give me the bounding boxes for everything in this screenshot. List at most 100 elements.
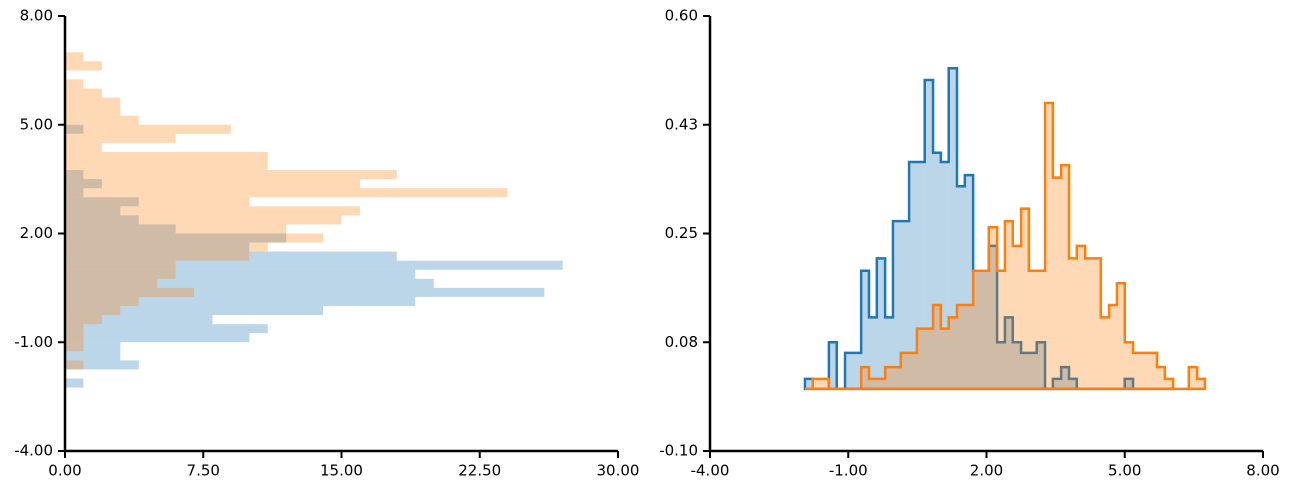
x-tick-label: -1.00 bbox=[829, 462, 868, 480]
bar bbox=[65, 215, 139, 225]
bar bbox=[940, 162, 949, 389]
y-tick-label: -4.00 bbox=[14, 442, 53, 460]
series bbox=[65, 52, 508, 370]
bar bbox=[65, 333, 250, 343]
bar bbox=[65, 269, 176, 279]
bar bbox=[1068, 258, 1077, 389]
bar bbox=[65, 333, 84, 343]
bar bbox=[876, 378, 886, 389]
x-tick-label: 8.00 bbox=[1246, 462, 1279, 480]
bar bbox=[65, 360, 139, 370]
bar bbox=[868, 378, 877, 389]
bar bbox=[1109, 304, 1117, 389]
bar bbox=[65, 342, 84, 352]
bar bbox=[65, 242, 268, 252]
bar bbox=[973, 270, 981, 389]
bar bbox=[892, 367, 901, 389]
bar bbox=[65, 351, 121, 361]
series bbox=[803, 66, 1174, 391]
bar bbox=[828, 342, 837, 389]
bar bbox=[900, 352, 910, 389]
y-tick-label: 8.00 bbox=[20, 7, 53, 25]
bar bbox=[1028, 352, 1037, 389]
bar bbox=[1036, 270, 1046, 389]
bar bbox=[1133, 352, 1141, 389]
bar bbox=[1197, 378, 1205, 389]
bar bbox=[900, 221, 910, 389]
bar bbox=[1052, 378, 1062, 389]
bar bbox=[65, 79, 84, 89]
bar bbox=[65, 224, 176, 234]
bar bbox=[65, 88, 102, 98]
bar bbox=[1076, 245, 1086, 389]
x-tick-label: 2.00 bbox=[970, 462, 1003, 480]
bar bbox=[861, 367, 869, 389]
bar bbox=[65, 179, 360, 189]
bar bbox=[65, 124, 231, 134]
bar bbox=[916, 328, 925, 389]
bar bbox=[997, 342, 1005, 389]
bar bbox=[1116, 283, 1125, 389]
series bbox=[65, 124, 563, 388]
bar bbox=[1012, 245, 1022, 389]
bar bbox=[65, 296, 139, 306]
bar bbox=[65, 287, 545, 297]
bar bbox=[65, 206, 360, 216]
bar bbox=[65, 251, 250, 261]
y-tick-label: 0.60 bbox=[665, 7, 698, 25]
bar bbox=[909, 352, 917, 389]
bar bbox=[65, 206, 121, 216]
bar bbox=[1021, 352, 1029, 389]
bar bbox=[1188, 367, 1198, 389]
bar bbox=[1164, 378, 1174, 389]
bar bbox=[964, 175, 974, 389]
bar bbox=[65, 342, 121, 352]
bar bbox=[65, 188, 84, 198]
bar bbox=[65, 215, 342, 225]
x-tick-label: 0.00 bbox=[48, 462, 81, 480]
subplot: -4.00 -1.00 2.00 5.00 8.00 -0.10 0.08 0.25 0.43 0… bbox=[659, 7, 1280, 480]
bar bbox=[65, 242, 250, 252]
bar bbox=[812, 378, 822, 389]
step-outline bbox=[804, 101, 1207, 391]
bar bbox=[1100, 317, 1110, 389]
bar bbox=[65, 278, 434, 288]
bar bbox=[885, 367, 893, 389]
bar bbox=[1045, 103, 1053, 389]
bar bbox=[1068, 378, 1077, 389]
bar bbox=[65, 52, 84, 62]
bar bbox=[845, 352, 853, 389]
bar bbox=[876, 258, 886, 389]
bar bbox=[65, 197, 139, 207]
bar bbox=[957, 186, 965, 389]
series bbox=[804, 101, 1207, 391]
bar bbox=[973, 270, 981, 389]
x-tick-label: -4.00 bbox=[691, 462, 730, 480]
bar bbox=[948, 317, 958, 389]
y-tick-label: 0.08 bbox=[665, 333, 698, 351]
bar bbox=[65, 133, 176, 143]
x-tick-label: 30.00 bbox=[597, 462, 640, 480]
bar bbox=[980, 270, 989, 389]
x-tick-label: 7.50 bbox=[187, 462, 220, 480]
bar bbox=[65, 115, 139, 125]
y-tick-label: 0.25 bbox=[665, 224, 698, 242]
bar bbox=[65, 179, 102, 189]
bar bbox=[804, 378, 813, 389]
bar bbox=[988, 227, 998, 389]
y-tick-label: -0.10 bbox=[659, 442, 698, 460]
bar bbox=[65, 170, 397, 180]
bar bbox=[65, 315, 213, 325]
bar bbox=[1140, 352, 1150, 389]
bar bbox=[65, 269, 416, 279]
bar bbox=[65, 170, 84, 180]
bar bbox=[868, 317, 877, 389]
bar bbox=[65, 188, 508, 198]
bar bbox=[924, 80, 934, 389]
bar bbox=[1157, 367, 1165, 389]
bar bbox=[1052, 177, 1062, 389]
bar bbox=[933, 152, 941, 389]
x-tick-label: 15.00 bbox=[320, 462, 363, 480]
bar bbox=[65, 360, 84, 370]
